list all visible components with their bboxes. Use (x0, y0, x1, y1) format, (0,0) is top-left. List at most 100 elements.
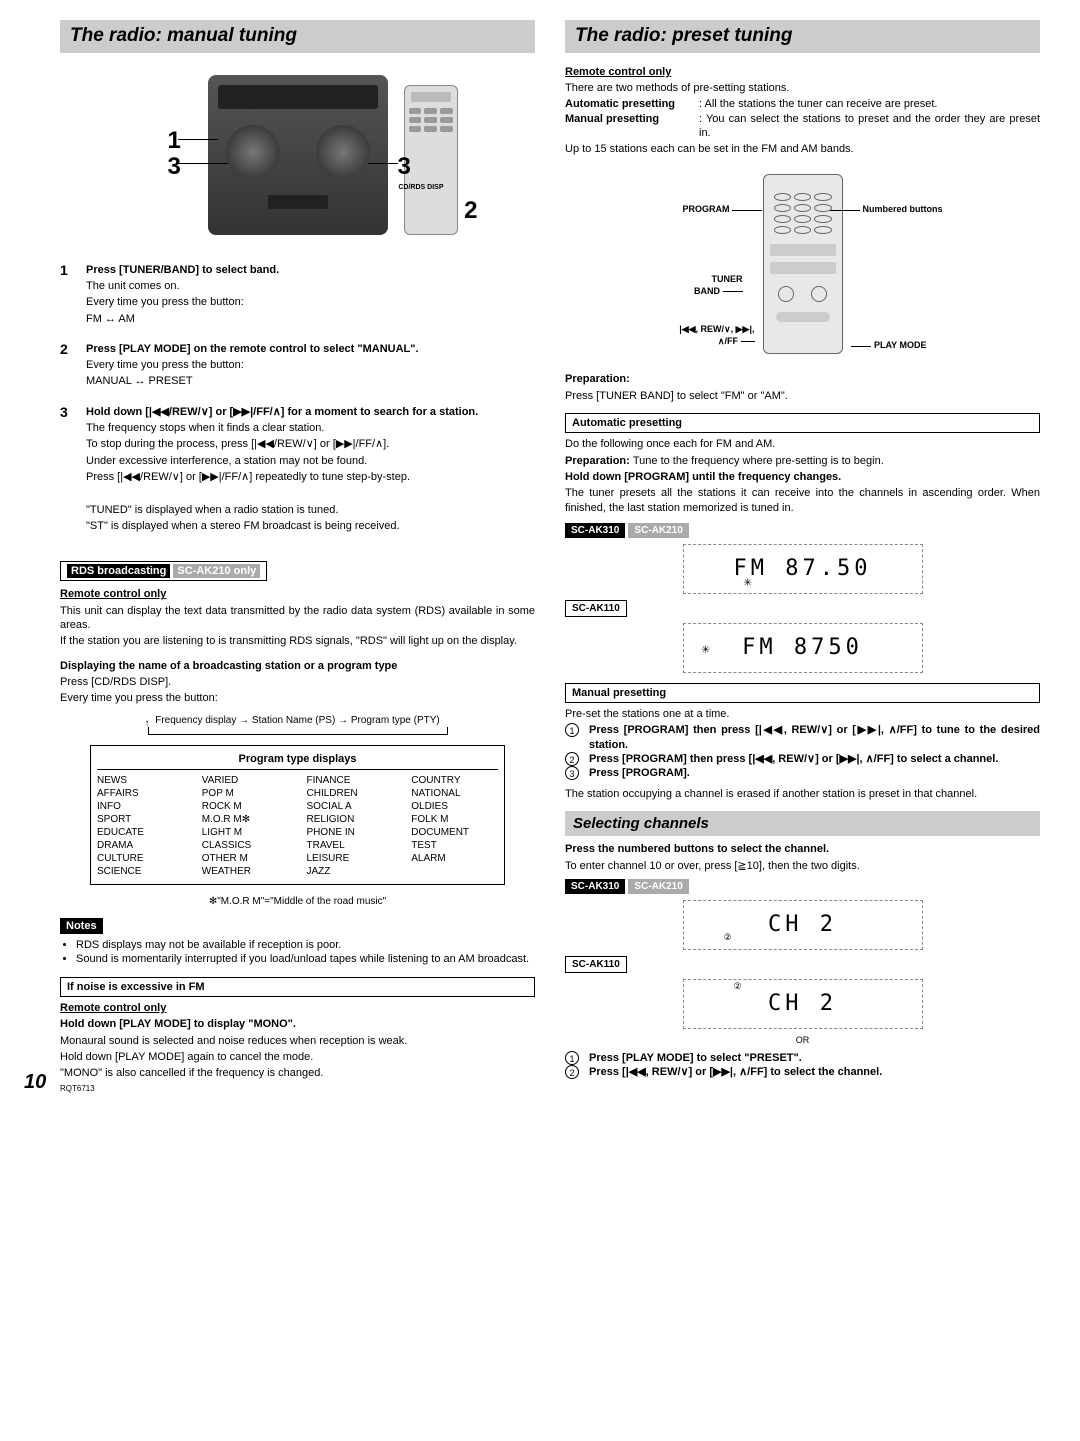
prog-item: FOLK M (411, 813, 498, 826)
rds-p1: This unit can display the text data tran… (60, 604, 535, 633)
s3l1: To stop during the process, press [|◀◀/R… (86, 437, 535, 451)
rds-p2: If the station you are listening to is t… (60, 634, 535, 648)
prog-item: NATIONAL (411, 787, 498, 800)
s1l2: FM ↔ AM (86, 312, 535, 326)
table-footnote: ✻"M.O.R M"="Middle of the road music" (60, 895, 535, 908)
mono-head: Hold down [PLAY MODE] to display "MONO". (60, 1017, 535, 1031)
manual-box: Manual presetting (565, 683, 1040, 703)
prog-item: ALARM (411, 852, 498, 865)
s3l2: Under excessive interference, a station … (86, 454, 535, 468)
auto-label: Automatic presetting (565, 97, 695, 111)
upto: Up to 15 stations each can be set in the… (565, 142, 1040, 156)
cd-rds-label: CD/RDS DISP (398, 183, 443, 192)
disp-every: Every time you press the button: (60, 691, 535, 705)
prog-item: RELIGION (307, 813, 394, 826)
disp-head: Displaying the name of a broadcasting st… (60, 659, 535, 673)
step-1-head: Press [TUNER/BAND] to select band. (86, 263, 535, 277)
manual-step-text: Press [PROGRAM]. (589, 766, 1040, 780)
co-tuner: TUNER BAND (693, 274, 743, 297)
step-1: 1 Press [TUNER/BAND] to select band. The… (60, 261, 535, 328)
select-title: Selecting channels (565, 811, 1040, 837)
remote-only-2: Remote control only (60, 1001, 535, 1015)
sel-step-text: Press [PLAY MODE] to select "PRESET". (589, 1051, 1040, 1065)
step-circled: 3 (565, 766, 579, 780)
mono-p2: Hold down [PLAY MODE] again to cancel th… (60, 1050, 535, 1064)
prep-head: Preparation: (565, 373, 630, 385)
prog-item: TEST (411, 839, 498, 852)
co-rew: |◀◀, REW/∨, ▶▶|, ∧/FF (675, 324, 755, 347)
manual-label: Manual presetting (565, 112, 695, 141)
prog-item: EDUCATE (97, 826, 184, 839)
sel-head: Press the numbered buttons to select the… (565, 842, 1040, 856)
prep-text: Press [TUNER BAND] to select "FM" or "AM… (565, 389, 1040, 403)
callout-2: 2 (464, 195, 477, 226)
step-3-head: Hold down [|◀◀/REW/∨] or [▶▶|/FF/∧] for … (86, 405, 535, 419)
intro: There are two methods of pre-setting sta… (565, 81, 1040, 95)
s3l3: Press [|◀◀/REW/∨] or [▶▶|/FF/∧] repeated… (86, 470, 535, 484)
model-210: SC-AK210 (628, 523, 688, 538)
prog-item: CLASSICS (202, 839, 289, 852)
s3l6: "ST" is displayed when a stereo FM broad… (86, 519, 535, 533)
rds-tag: SC-AK210 only (173, 564, 260, 578)
prog-item: NEWS (97, 774, 184, 787)
step-circled: 2 (565, 1065, 579, 1079)
model-110b: SC-AK110 (565, 956, 627, 973)
doc-code: RQT6713 (60, 1084, 535, 1094)
prog-item: CULTURE (97, 852, 184, 865)
lcd3-text: CH 2 (768, 911, 837, 940)
remote-diagram: PROGRAM Numbered buttons TUNER BAND |◀◀,… (703, 164, 903, 364)
model-310: SC-AK310 (565, 523, 625, 538)
num-icon-2: ② (734, 982, 746, 994)
model-210b: SC-AK210 (628, 879, 688, 894)
num-icon: ② (724, 933, 736, 945)
left-section-title: The radio: manual tuning (60, 20, 535, 53)
s1l0: The unit comes on. (86, 279, 535, 293)
prog-item: OLDIES (411, 800, 498, 813)
antenna-icon: ✳ (744, 573, 756, 591)
prog-item: SPORT (97, 813, 184, 826)
prog-item: ROCK M (202, 800, 289, 813)
auto-box: Automatic presetting (565, 413, 1040, 433)
step-3: 3 Hold down [|◀◀/REW/∨] or [▶▶|/FF/∧] fo… (60, 403, 535, 535)
right-section-title: The radio: preset tuning (565, 20, 1040, 53)
prog-item: M.O.R M✻ (202, 813, 289, 826)
prog-item: WEATHER (202, 865, 289, 878)
prog-item: FINANCE (307, 774, 394, 787)
model-110: SC-AK110 (565, 600, 627, 617)
prog-item: LEISURE (307, 852, 394, 865)
callout-3a: 3 (168, 151, 181, 182)
prog-item: SCIENCE (97, 865, 184, 878)
remote-only-1: Remote control only (60, 587, 535, 601)
s3l5: "TUNED" is displayed when a radio statio… (86, 503, 535, 517)
note-1: RDS displays may not be available if rec… (76, 938, 535, 952)
sel-p: To enter channel 10 or over, press [≧10]… (565, 859, 1040, 873)
notes-tag: Notes (60, 918, 103, 934)
mono-p1: Monaural sound is selected and noise red… (60, 1034, 535, 1048)
auto-hold: Hold down [PROGRAM] until the frequency … (565, 470, 1040, 484)
rds-label: RDS broadcasting (67, 564, 170, 578)
step-2: 2 Press [PLAY MODE] on the remote contro… (60, 340, 535, 391)
s2l0: Every time you press the button: (86, 358, 535, 372)
co-program: PROGRAM (683, 204, 763, 216)
prog-item: OTHER M (202, 852, 289, 865)
lcd-2: FM 8750 ✳ (683, 623, 923, 673)
step-circled: 1 (565, 1051, 579, 1065)
prog-item: TRAVEL (307, 839, 394, 852)
lcd-3: CH 2 ② (683, 900, 923, 950)
flow-text: Frequency display → Station Name (PS) → … (155, 715, 440, 726)
lcd-1: FM 87.50 ✳ (683, 544, 923, 594)
model-310b: SC-AK310 (565, 879, 625, 894)
sel-step-text: Press [|◀◀, REW/∨] or [▶▶|, ∧/FF] to sel… (589, 1065, 1040, 1079)
or-text: OR (565, 1035, 1040, 1047)
antenna-icon-2: ✳ (702, 640, 714, 658)
auto-prep-label: Preparation: (565, 455, 633, 467)
callout-3b: 3 (398, 151, 411, 182)
step-3-num: 3 (60, 403, 76, 535)
mono-p3: "MONO" is also cancelled if the frequenc… (60, 1066, 535, 1080)
auto-do: Do the following once each for FM and AM… (565, 437, 1040, 451)
prog-item: DRAMA (97, 839, 184, 852)
remote-only-r: Remote control only (565, 65, 1040, 79)
manual-note: The station occupying a channel is erase… (565, 787, 1040, 801)
prog-item: LIGHT M (202, 826, 289, 839)
prog-item: POP M (202, 787, 289, 800)
